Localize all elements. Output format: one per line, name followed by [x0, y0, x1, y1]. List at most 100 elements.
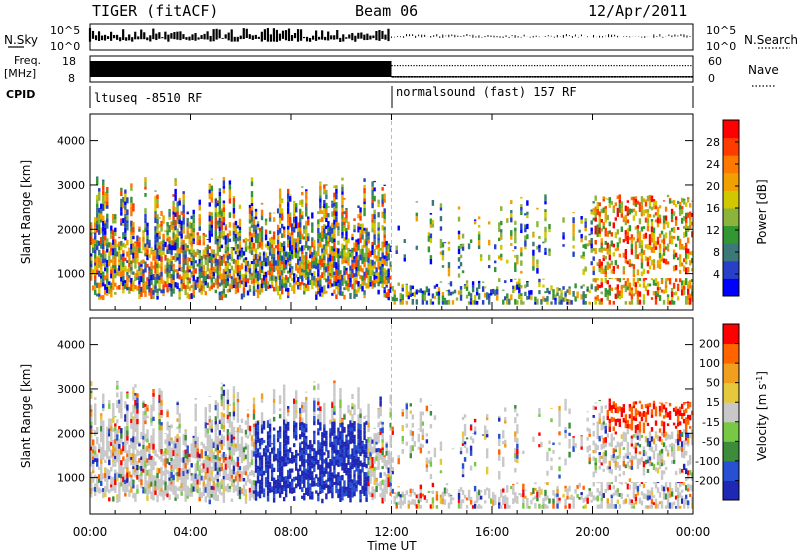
range-cell — [218, 467, 222, 472]
range-cell — [477, 280, 481, 284]
freq-dot — [457, 76, 460, 78]
range-cell — [188, 294, 191, 300]
range-cell — [252, 273, 256, 279]
range-cell — [140, 479, 143, 483]
range-cell — [588, 301, 591, 305]
range-cell — [224, 463, 228, 470]
range-cell — [608, 203, 611, 208]
range-cell — [114, 227, 117, 232]
range-cell — [333, 251, 336, 256]
range-cell — [230, 421, 234, 426]
range-cell — [648, 265, 652, 270]
range-cell — [104, 486, 107, 490]
range-cell — [220, 403, 224, 407]
range-cell — [190, 271, 193, 275]
range-cell — [90, 404, 93, 410]
range-cell — [278, 203, 282, 208]
range-cell — [114, 416, 117, 418]
range-cell — [321, 237, 324, 242]
range-cell — [202, 486, 205, 493]
range-cell — [293, 222, 296, 227]
range-cell — [678, 269, 682, 274]
range-cell — [512, 289, 515, 294]
range-cell — [198, 278, 201, 283]
range-cell — [252, 290, 256, 296]
range-cell — [270, 239, 274, 245]
range-cell — [184, 462, 187, 469]
range-cell — [112, 265, 115, 269]
range-cell — [170, 288, 173, 292]
range-cell — [485, 292, 489, 298]
range-cell — [180, 244, 183, 250]
range-cell — [270, 469, 274, 473]
range-cell — [276, 490, 280, 494]
range-cell — [92, 459, 95, 464]
range-cell — [542, 284, 545, 288]
range-cell — [262, 280, 266, 285]
range-cell — [690, 231, 694, 238]
range-cell — [204, 428, 207, 433]
range-cell — [451, 291, 455, 295]
range-cell — [600, 269, 603, 274]
range-cell — [278, 198, 282, 204]
range-cell — [162, 495, 165, 501]
range-cell — [184, 453, 187, 459]
freq-dot — [616, 76, 619, 78]
range-cell — [128, 456, 131, 462]
freq-dot — [410, 76, 414, 78]
range-cell — [351, 233, 354, 238]
range-cell — [351, 256, 354, 260]
range-cell — [150, 463, 153, 469]
range-cell — [208, 275, 211, 280]
range-cell — [218, 260, 222, 267]
range-cell — [204, 407, 207, 409]
range-cell — [369, 264, 372, 271]
range-cell — [232, 258, 236, 264]
range-cell — [198, 288, 201, 293]
range-cell — [100, 243, 103, 249]
range-cell — [100, 425, 103, 432]
range-cell — [383, 289, 386, 294]
range-cell — [357, 281, 360, 287]
ytick-label: 3000 — [57, 179, 85, 192]
range-cell — [194, 411, 197, 418]
range-cell — [387, 253, 390, 258]
range-cell — [295, 449, 298, 454]
range-cell — [116, 392, 119, 398]
range-cell — [178, 296, 181, 300]
range-cell — [146, 495, 149, 501]
range-cell — [216, 284, 220, 289]
freq-dot — [564, 76, 567, 78]
range-cell — [120, 190, 123, 197]
range-cell — [166, 434, 169, 438]
range-cell — [194, 279, 197, 284]
range-cell — [238, 222, 242, 227]
range-cell — [254, 278, 258, 284]
range-cell — [264, 448, 268, 453]
range-cell — [423, 290, 427, 295]
range-cell — [142, 277, 145, 284]
range-cell — [124, 429, 127, 436]
range-cell — [208, 395, 211, 397]
range-cell — [636, 296, 640, 300]
range-cell — [284, 439, 288, 446]
range-cell — [106, 213, 109, 219]
range-cell — [176, 448, 179, 454]
range-cell — [606, 261, 609, 266]
range-cell — [96, 240, 99, 246]
range-cell — [240, 454, 244, 458]
range-cell — [654, 212, 658, 216]
range-cell — [242, 258, 246, 263]
range-cell — [134, 258, 137, 265]
range-cell — [566, 299, 569, 302]
range-cell — [646, 212, 650, 219]
range-cell — [170, 261, 173, 265]
range-cell — [586, 243, 589, 247]
range-cell — [628, 288, 632, 293]
range-cell — [116, 498, 119, 503]
range-cell — [158, 394, 161, 401]
range-cell — [90, 260, 93, 264]
range-cell — [228, 449, 232, 456]
range-cell — [150, 491, 153, 497]
range-cell — [128, 481, 131, 487]
